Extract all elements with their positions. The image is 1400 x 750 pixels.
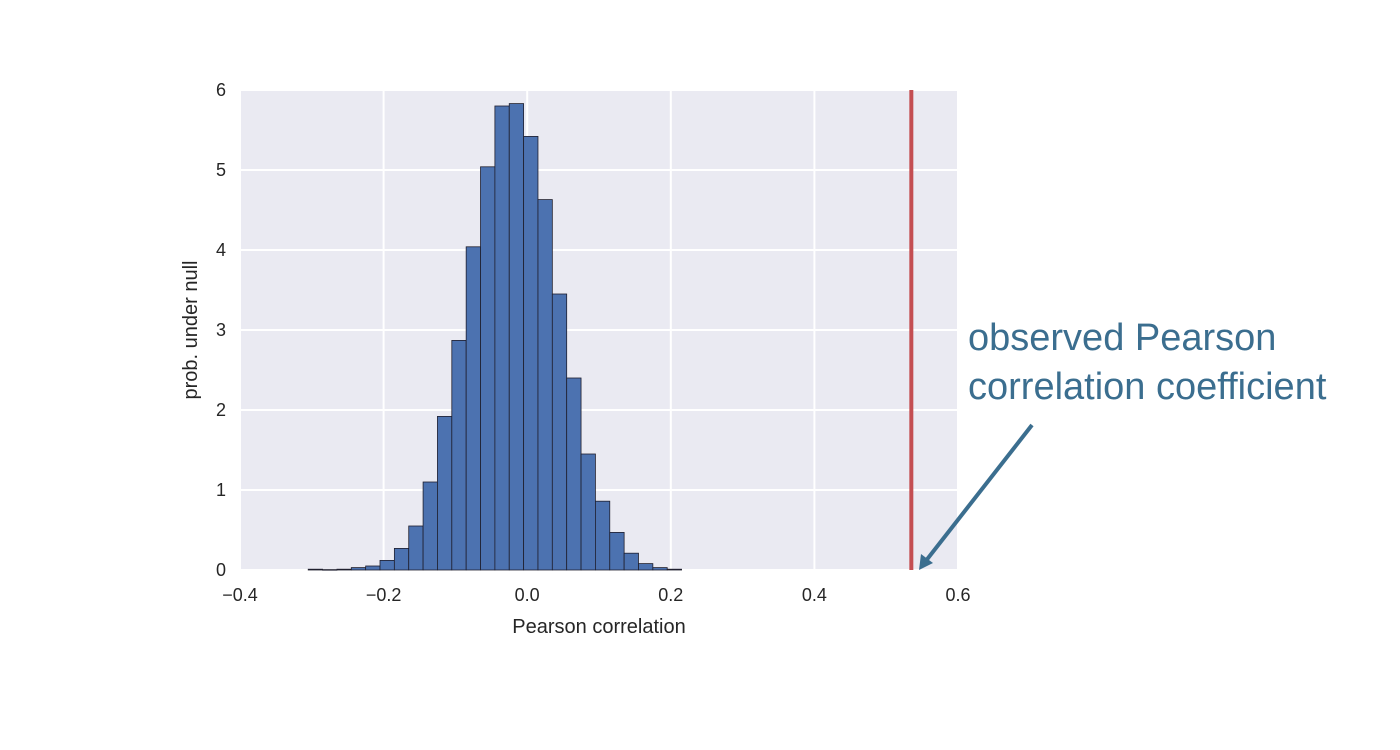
histogram-bar — [595, 500, 611, 571]
annotation-text-line-1: observed Pearson — [968, 317, 1276, 359]
histogram-bar — [336, 568, 352, 571]
histogram-bar — [652, 567, 668, 571]
y-axis-label: prob. under null — [180, 261, 202, 400]
annotation-arrow-shaft — [923, 423, 1034, 564]
y-tick-label: 1 — [216, 480, 226, 500]
annotation: observed Pearson correlation coefficient — [919, 317, 1327, 570]
histogram-bar — [408, 525, 424, 571]
histogram-bar — [537, 199, 553, 571]
y-tick-label: 6 — [216, 80, 226, 100]
x-tick-label: 0.2 — [658, 585, 683, 605]
y-tick-label: 0 — [216, 560, 226, 580]
histogram-bar — [365, 565, 381, 571]
histogram-bar — [322, 569, 338, 571]
y-tick-label: 4 — [216, 240, 226, 260]
histogram-bar — [422, 481, 438, 571]
histogram-bar — [551, 293, 568, 571]
x-axis-label: Pearson correlation — [512, 616, 685, 638]
y-tick-labels: 0 1 2 3 4 5 6 — [216, 80, 226, 580]
histogram-bar — [523, 135, 539, 571]
histogram-bar — [465, 246, 481, 571]
x-tick-label: −0.4 — [222, 585, 258, 605]
histogram-bar — [580, 453, 596, 571]
annotation-arrowhead — [919, 554, 933, 570]
histogram-bar — [609, 532, 625, 571]
x-tick-labels: −0.4 −0.2 0.0 0.2 0.4 0.6 — [222, 585, 970, 605]
x-tick-label: −0.2 — [366, 585, 402, 605]
histogram-bar — [437, 415, 453, 571]
y-tick-label: 3 — [216, 320, 226, 340]
histogram-bar — [494, 105, 510, 571]
x-tick-label: 0.0 — [515, 585, 540, 605]
x-tick-label: 0.6 — [945, 585, 970, 605]
histogram-bar — [393, 548, 410, 571]
y-tick-label: 2 — [216, 400, 226, 420]
histogram-bar — [480, 166, 496, 571]
histogram-bar — [666, 568, 682, 571]
histogram-bar — [350, 567, 367, 571]
histogram-bar — [307, 568, 323, 571]
y-tick-label: 5 — [216, 160, 226, 180]
histogram-bar — [566, 377, 582, 571]
histogram-bar — [638, 563, 654, 571]
histogram-bar — [379, 560, 395, 571]
histogram-bar — [451, 339, 467, 571]
histogram-bar — [508, 103, 525, 571]
histogram-bar — [623, 552, 639, 571]
x-tick-label: 0.4 — [802, 585, 827, 605]
histogram-bars — [307, 103, 682, 571]
annotation-text-line-2: correlation coefficient — [968, 366, 1327, 408]
